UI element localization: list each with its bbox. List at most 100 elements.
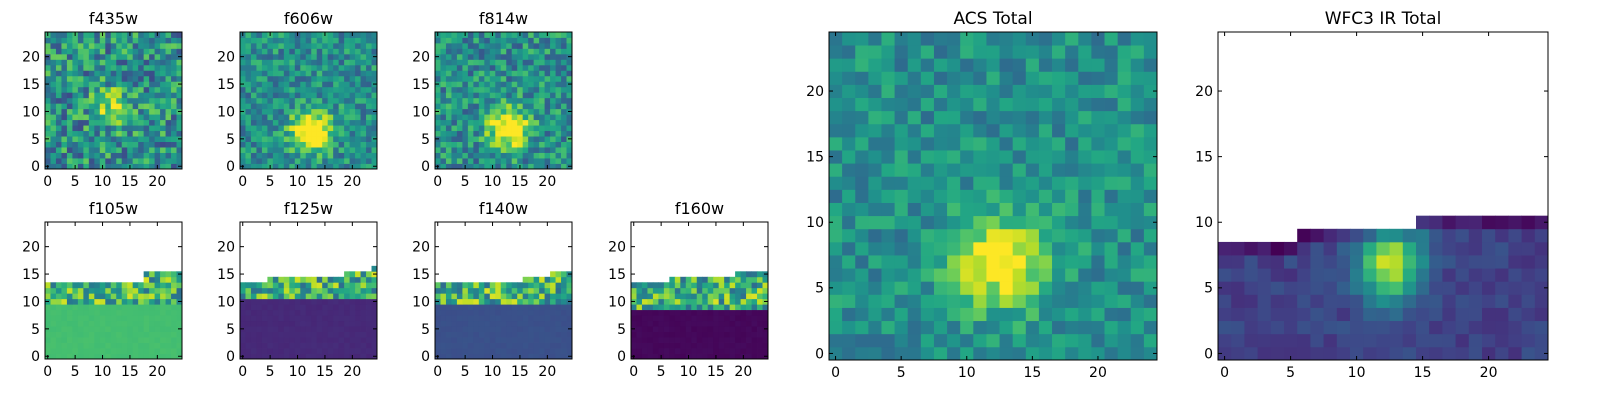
heatmap-cell bbox=[960, 84, 974, 98]
heatmap-cell bbox=[300, 276, 307, 283]
heatmap-cell bbox=[467, 337, 474, 343]
heatmap-cell bbox=[132, 125, 139, 132]
heatmap-cell bbox=[245, 86, 252, 93]
heatmap-cell bbox=[289, 353, 296, 360]
heatmap-cell bbox=[272, 147, 279, 153]
heatmap-cell bbox=[110, 97, 117, 104]
heatmap-cell bbox=[121, 163, 128, 170]
heatmap-cell bbox=[680, 353, 687, 360]
heatmap-cell bbox=[349, 309, 356, 316]
heatmap-cell bbox=[66, 147, 73, 153]
heatmap-cell bbox=[83, 331, 90, 338]
heatmap-cell bbox=[1143, 163, 1158, 177]
heatmap-cell bbox=[316, 53, 323, 60]
heatmap-cell bbox=[127, 298, 134, 305]
heatmap-cell bbox=[327, 103, 334, 110]
heatmap-cell bbox=[1038, 241, 1053, 256]
heatmap-cell bbox=[45, 287, 51, 294]
heatmap-cell bbox=[311, 48, 318, 55]
heatmap-cell bbox=[484, 342, 491, 349]
heatmap-cell bbox=[121, 81, 128, 88]
heatmap-cell bbox=[544, 114, 551, 121]
heatmap-cell bbox=[311, 136, 318, 142]
heatmap-cell bbox=[451, 37, 458, 44]
heatmap-cell bbox=[333, 147, 340, 153]
heatmap-cell bbox=[138, 119, 145, 126]
heatmap-cell bbox=[94, 86, 101, 93]
heatmap-cell bbox=[327, 326, 334, 332]
heatmap-cell bbox=[154, 81, 161, 88]
heatmap-cell bbox=[561, 141, 567, 148]
heatmap-cell bbox=[1310, 320, 1324, 335]
heatmap-cell bbox=[45, 59, 51, 66]
heatmap-cell bbox=[154, 293, 161, 300]
heatmap-cell bbox=[1117, 123, 1132, 138]
heatmap-cell bbox=[522, 125, 529, 132]
heatmap-cell bbox=[669, 348, 676, 354]
heatmap-cell bbox=[366, 342, 372, 349]
heatmap-cell bbox=[366, 348, 372, 354]
heatmap-cell bbox=[176, 130, 183, 137]
heatmap-cell bbox=[55, 147, 62, 153]
heatmap-cell bbox=[88, 59, 95, 66]
heatmap-cell bbox=[355, 130, 361, 137]
heatmap-cell bbox=[495, 315, 502, 322]
heatmap-cell bbox=[143, 75, 150, 82]
heatmap-cell bbox=[261, 81, 268, 88]
heatmap-cell bbox=[544, 147, 551, 153]
heatmap-cell bbox=[83, 125, 90, 132]
heatmap-cell bbox=[371, 103, 378, 110]
heatmap-cell bbox=[506, 86, 513, 93]
heatmap-cell bbox=[489, 81, 496, 88]
y-tick-label: 5 bbox=[815, 281, 824, 297]
heatmap-cell bbox=[1363, 294, 1377, 308]
heatmap-cell bbox=[462, 152, 469, 159]
heatmap-cell bbox=[327, 125, 334, 132]
heatmap-cell bbox=[171, 326, 177, 332]
heatmap-cell bbox=[344, 48, 350, 55]
heatmap-cell bbox=[267, 59, 274, 66]
heatmap-cell bbox=[99, 342, 106, 349]
heatmap-cell bbox=[121, 326, 128, 332]
heatmap-cell bbox=[1052, 84, 1066, 98]
heatmap-cell bbox=[566, 75, 573, 82]
heatmap-cell bbox=[473, 108, 480, 115]
heatmap-cell bbox=[278, 48, 285, 55]
heatmap-cell bbox=[555, 141, 562, 148]
heatmap-cell bbox=[647, 293, 654, 300]
heatmap-cell bbox=[986, 110, 1000, 125]
heatmap-cell bbox=[311, 309, 318, 316]
y-tick-label: 0 bbox=[1204, 346, 1213, 362]
heatmap-cell bbox=[278, 42, 285, 49]
heatmap-cell bbox=[855, 307, 869, 322]
heatmap-cell bbox=[110, 70, 117, 77]
heatmap-cell bbox=[77, 75, 84, 82]
heatmap-cell bbox=[278, 108, 285, 115]
heatmap-cell bbox=[105, 92, 112, 99]
heatmap-cell bbox=[305, 59, 312, 66]
heatmap-cell bbox=[881, 228, 895, 243]
heatmap-cell bbox=[171, 271, 177, 278]
heatmap-cell bbox=[707, 348, 714, 354]
heatmap-cell bbox=[349, 125, 356, 132]
heatmap-cell bbox=[311, 287, 318, 294]
heatmap-cell bbox=[1402, 241, 1417, 256]
heatmap-cell bbox=[316, 276, 323, 283]
heatmap-cell bbox=[94, 92, 101, 99]
heatmap-cell bbox=[462, 53, 469, 60]
heatmap-cell bbox=[907, 150, 922, 164]
heatmap-cell bbox=[138, 147, 145, 153]
heatmap-cell bbox=[528, 158, 535, 164]
heatmap-cell bbox=[495, 147, 502, 153]
heatmap-cell bbox=[713, 276, 720, 283]
heatmap-cell bbox=[1336, 228, 1351, 243]
heatmap-cell bbox=[55, 97, 62, 104]
heatmap-cell bbox=[539, 342, 545, 349]
heatmap-cell bbox=[250, 282, 257, 289]
heatmap-cell bbox=[333, 48, 340, 55]
heatmap-cell bbox=[462, 326, 469, 332]
heatmap-cell bbox=[467, 320, 474, 327]
heatmap-cell bbox=[256, 298, 263, 305]
heatmap-cell bbox=[294, 276, 301, 283]
heatmap-cell bbox=[94, 114, 101, 121]
